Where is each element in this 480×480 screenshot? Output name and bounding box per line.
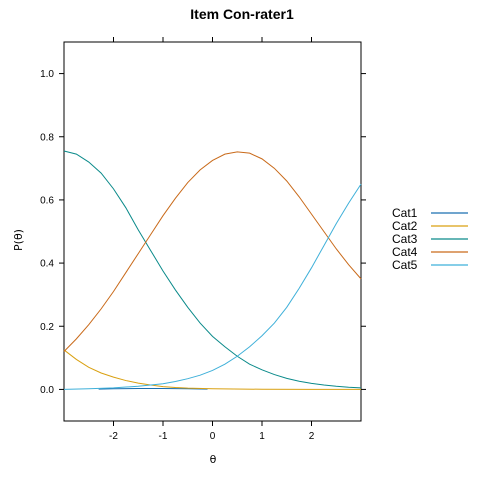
x-axis-label: θ xyxy=(210,453,217,466)
y-tick-label: 0.0 xyxy=(40,385,54,396)
y-tick-label: 0.8 xyxy=(40,132,54,143)
series-line-cat2 xyxy=(63,349,362,390)
x-tick-label: 2 xyxy=(309,431,315,442)
series-line-cat5 xyxy=(63,183,362,390)
legend-label: Cat1 xyxy=(392,206,418,220)
series-lines xyxy=(63,150,362,390)
y-axis-label: P(θ) xyxy=(12,229,25,251)
x-tick-label: -2 xyxy=(109,431,118,442)
series-line-cat3 xyxy=(63,150,362,389)
x-tick-label: 1 xyxy=(259,431,265,442)
series-line-cat1 xyxy=(98,387,208,390)
y-tick-label: 0.2 xyxy=(40,322,54,333)
series-line-cat4 xyxy=(63,151,362,352)
x-tick-label: 0 xyxy=(210,431,216,442)
chart-title: Item Con-rater1 xyxy=(190,6,294,22)
legend-label: Cat3 xyxy=(392,232,418,246)
axis-ticks: -2 -1 0 1 2 0.0 0.2 0.4 0.6 0.8 1.0 xyxy=(40,37,366,442)
y-tick-label: 1.0 xyxy=(40,69,54,80)
legend-label: Cat4 xyxy=(392,245,418,259)
legend-label: Cat2 xyxy=(392,219,418,233)
x-tick-label: -1 xyxy=(159,431,168,442)
y-tick-label: 0.6 xyxy=(40,195,54,206)
y-tick-label: 0.4 xyxy=(40,259,54,270)
legend-label: Cat5 xyxy=(392,258,418,272)
plot-frame xyxy=(63,41,362,422)
